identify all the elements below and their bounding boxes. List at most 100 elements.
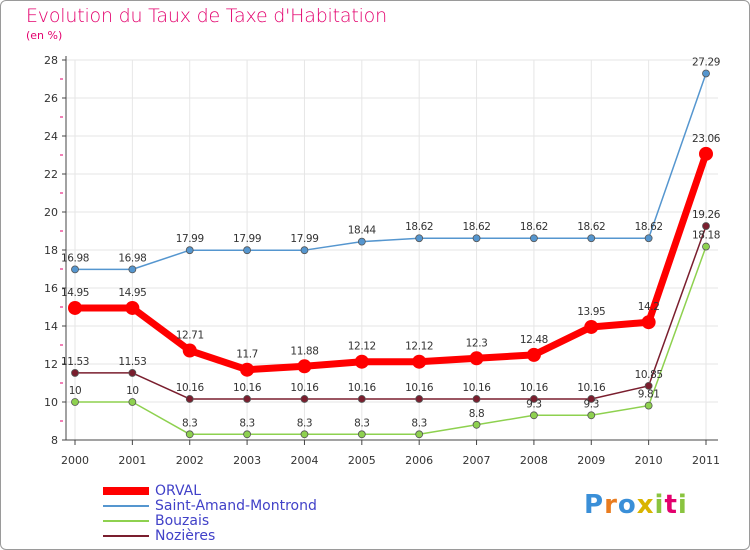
data-label: 12.12 (405, 341, 433, 353)
data-label: 8.8 (469, 408, 485, 420)
data-label: 10.16 (348, 382, 377, 394)
data-label: 12.48 (520, 334, 548, 346)
data-label: 18.62 (577, 221, 605, 233)
data-label: 18.44 (348, 225, 377, 237)
y-tick-label: 22 (44, 168, 58, 181)
series-group (68, 69, 713, 439)
legend-swatch (103, 520, 149, 522)
data-label: 8.3 (297, 417, 313, 429)
y-tick-label: 10 (44, 396, 58, 409)
data-point (587, 411, 596, 420)
data-point (182, 343, 197, 358)
y-tick-label: 18 (44, 244, 58, 257)
data-label: 13.95 (577, 306, 605, 318)
x-tick-label: 2006 (405, 454, 433, 467)
data-label: 18.62 (635, 221, 663, 233)
series-line (74, 72, 707, 271)
data-label: 12.3 (466, 337, 488, 349)
data-label: 10.16 (233, 382, 262, 394)
data-point (702, 222, 710, 230)
data-label: 12.12 (348, 341, 376, 353)
data-point (415, 395, 424, 403)
legend-label: Saint-Amand-Montrond (155, 498, 317, 514)
data-label: 10.16 (290, 382, 319, 394)
y-tick-label: 12 (44, 358, 58, 371)
data-label: 10 (69, 385, 82, 397)
data-point (71, 369, 79, 377)
data-point (357, 395, 366, 403)
data-label: 10.16 (463, 382, 492, 394)
data-label: 18.62 (405, 221, 433, 233)
data-point (125, 300, 140, 315)
legend-swatch (103, 487, 149, 495)
proxiti-logo: Proxiti (584, 490, 688, 520)
data-point (644, 234, 653, 243)
x-tick-label: 2000 (61, 454, 89, 467)
data-point (300, 246, 309, 255)
x-tick-label: 2005 (348, 454, 376, 467)
x-tick-label: 2007 (463, 454, 491, 467)
data-point (702, 69, 710, 78)
series-bouzais (71, 242, 710, 439)
y-tick-label: 8 (51, 434, 58, 447)
data-label: 8.3 (182, 417, 198, 429)
logo-letter: i (677, 490, 688, 520)
data-point (587, 234, 596, 243)
data-point (240, 362, 255, 377)
data-label: 11.7 (236, 349, 258, 361)
data-label: 10 (126, 385, 139, 397)
data-label: 12.71 (176, 330, 204, 342)
data-point (530, 234, 538, 243)
data-label: 11.88 (290, 345, 318, 357)
x-tick-label: 2001 (118, 454, 146, 467)
x-tick-label: 2011 (692, 454, 720, 467)
x-tick-label: 2008 (520, 454, 548, 467)
data-point (530, 411, 538, 420)
y-tick-label: 16 (44, 282, 58, 295)
data-point (469, 351, 484, 366)
data-label: 18.62 (520, 221, 548, 233)
data-point (357, 237, 366, 246)
data-point (526, 347, 541, 362)
data-point (185, 246, 194, 255)
chart-title: Evolution du Taux de Taxe d'Habitation (26, 5, 387, 27)
y-tick-label: 24 (44, 130, 58, 143)
y-tick-label: 20 (44, 206, 58, 219)
legend-label: ORVAL (155, 483, 202, 499)
data-label: 8.3 (354, 417, 370, 429)
series-orval (68, 146, 713, 377)
data-point (699, 146, 713, 161)
data-label: 9.81 (638, 389, 660, 401)
data-point (415, 430, 424, 439)
chart-subtitle: (en %) (26, 29, 63, 42)
data-label: 17.99 (233, 233, 261, 245)
data-point (702, 242, 710, 251)
data-label: 27.29 (692, 56, 720, 68)
data-label: 16.98 (61, 252, 89, 264)
logo-letter: i (654, 490, 665, 520)
data-label: 17.99 (290, 233, 318, 245)
y-tick-label: 26 (44, 92, 58, 105)
y-tick-label: 14 (44, 320, 58, 333)
x-tick-label: 2003 (233, 454, 261, 467)
logo-letter: P (584, 490, 605, 520)
data-point (415, 234, 424, 243)
data-label: 18.62 (463, 221, 491, 233)
data-point (472, 234, 481, 243)
data-label: 10.16 (577, 382, 606, 394)
axes: 8 10 12 14 16 18 20 22 24 26 28 2000 2001 2002 2003 200… (44, 54, 720, 467)
data-label: 11.53 (61, 356, 89, 368)
legend-swatch (103, 535, 149, 537)
data-point (587, 395, 596, 403)
data-label: 8.3 (411, 417, 427, 429)
data-point (584, 319, 599, 334)
data-point (644, 401, 653, 410)
data-point (297, 359, 312, 374)
legend-swatch (103, 505, 149, 507)
data-label: 9.3 (584, 398, 600, 410)
data-point (300, 395, 309, 403)
x-tick-label: 2010 (635, 454, 663, 467)
data-point (412, 354, 427, 369)
